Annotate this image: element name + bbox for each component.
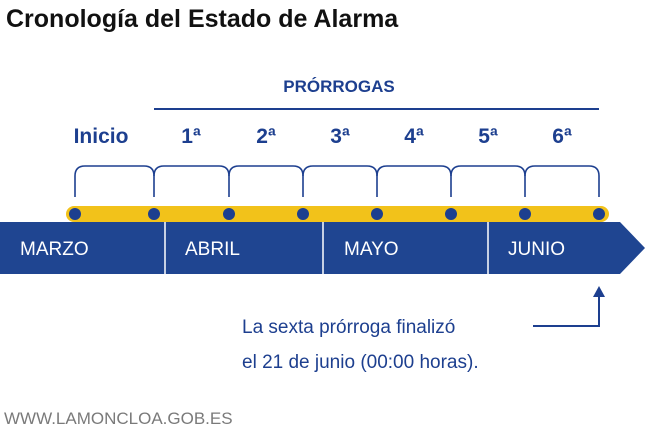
stage-label-3: 3ª — [330, 125, 350, 148]
bracket-5 — [450, 165, 526, 197]
source-url: WWW.LAMONCLOA.GOB.ES — [4, 409, 233, 428]
dot-end — [593, 208, 605, 220]
prorrogas-header: PRÓRROGAS — [283, 77, 394, 96]
month-abril: ABRIL — [185, 239, 240, 260]
yellow-track — [66, 206, 609, 222]
bracket-1 — [153, 165, 230, 197]
note-connector-line — [533, 296, 600, 327]
month-mayo: MAYO — [344, 239, 399, 260]
stage-label-4: 4ª — [404, 125, 424, 148]
bracket-inicio — [74, 165, 155, 197]
stage-label-2: 2ª — [256, 125, 276, 148]
stage-label-1: 1ª — [181, 125, 201, 148]
note-line-1: La sexta prórroga finalizó — [242, 317, 455, 338]
stage-label-5: 5ª — [478, 125, 498, 148]
bracket-6 — [524, 165, 600, 197]
month-junio: JUNIO — [508, 239, 565, 260]
stage-labels: Inicio 1ª 2ª 3ª 4ª 5ª 6ª — [74, 125, 572, 148]
dot-6 — [519, 208, 531, 220]
month-marzo: MARZO — [20, 239, 89, 260]
dot-inicio — [69, 208, 81, 220]
diagram-title: Cronología del Estado de Alarma — [6, 5, 399, 33]
dot-5 — [445, 208, 457, 220]
dot-4 — [371, 208, 383, 220]
bracket-2 — [228, 165, 304, 197]
stage-label-6: 6ª — [552, 125, 572, 148]
bracket-3 — [302, 165, 378, 197]
dot-2 — [223, 208, 235, 220]
stage-brackets — [74, 165, 600, 197]
bracket-4 — [376, 165, 452, 197]
stage-label-inicio: Inicio — [74, 125, 129, 148]
dot-1 — [148, 208, 160, 220]
stage-dots — [69, 208, 605, 220]
note-line-2: el 21 de junio (00:00 horas). — [242, 352, 479, 373]
note-arrowhead-icon — [593, 286, 605, 297]
dot-3 — [297, 208, 309, 220]
